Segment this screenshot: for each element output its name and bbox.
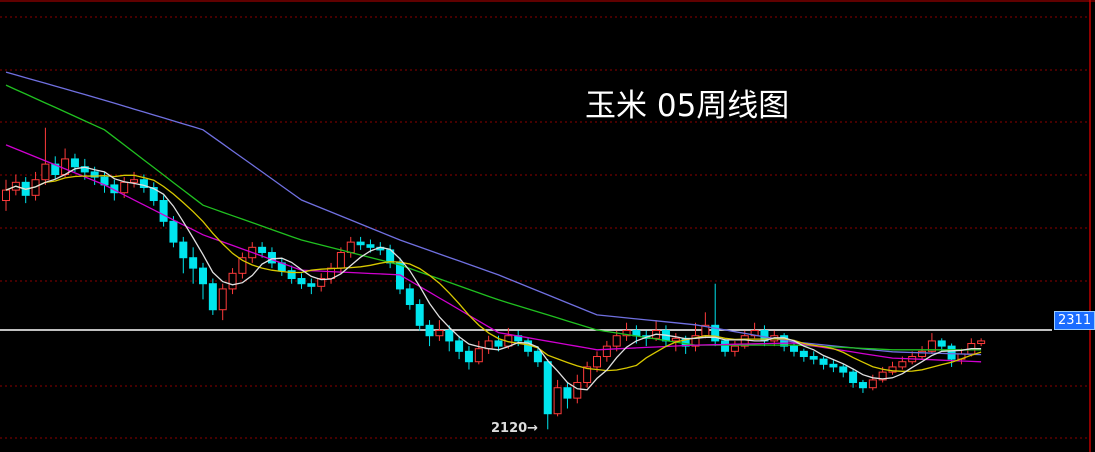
candle-body [189,257,198,269]
candle-body [159,200,168,222]
candle-body [849,371,858,384]
candle-body [671,337,680,342]
candle-body [563,387,572,399]
candle-body [553,387,562,415]
candle-body [740,335,749,347]
candle-body [602,345,611,358]
candle-body [858,382,867,389]
candle-body [898,361,907,368]
candle-body [691,335,700,347]
candle-body [61,158,70,176]
candle-body [356,241,365,246]
candle-body [455,340,464,352]
candle-body [474,348,483,363]
candle-body [839,366,848,373]
candle-body [977,340,986,345]
candle-body [435,330,444,337]
candle-body [464,350,473,363]
candle-body [307,283,316,287]
candle-body [149,187,158,202]
candle-body [366,244,375,248]
ma-blue-line [5,71,982,356]
candle-body [297,278,306,285]
candle-body [721,340,730,352]
candle-body [346,241,355,254]
candle-body [533,350,542,363]
candle-body [947,345,956,360]
candle-body [425,324,434,337]
candle-body [888,366,897,373]
candle-body [819,358,828,365]
ma-green-line [5,84,982,351]
candle-body [405,288,414,306]
ma-magenta-line [5,144,982,363]
candle-body [622,330,631,337]
candle-body [317,278,326,287]
candle-body [593,356,601,368]
candle-body [179,241,188,259]
ma-yellow-line [5,174,982,372]
candle-body [208,283,217,311]
candle-body [730,345,739,352]
candle-body [415,304,424,326]
last-price-label: 2311 [1054,311,1095,330]
candle-body [543,361,552,415]
candle-body [258,246,267,254]
candle-body [267,252,276,264]
candle-body [41,163,50,181]
candle-body [632,330,641,337]
candle-body [327,267,336,280]
candle-body [130,179,139,183]
candle-body [218,288,227,311]
candle-body [799,350,808,358]
candle-body [445,330,454,342]
candle-body [790,345,798,352]
candle-body [2,189,10,202]
candle-body [120,181,129,194]
candle-body [199,267,207,285]
candle-body [927,340,936,352]
candle-body [612,335,621,347]
ma-white-line [5,166,982,391]
candle-body [868,379,877,389]
candle-body [396,262,404,290]
candle-body [918,350,927,358]
candle-body [711,324,720,342]
chart-title: 玉米 05周线图 [585,88,790,124]
candle-body [573,382,582,399]
candle-body [90,171,99,178]
candle-body [809,356,818,360]
candle-body [169,220,178,243]
candle-body [336,252,345,269]
low-price-label: 2120→ [491,421,539,436]
candle-body [238,257,247,274]
candle-body [583,366,592,384]
candle-body [937,340,946,347]
candle-body [494,340,503,347]
candle-body [70,158,79,168]
candle-body [878,371,887,381]
candle-body [51,163,60,176]
candle-body [139,179,148,189]
candle-body [287,270,296,280]
candle-body [228,272,237,290]
candle-body [829,363,838,368]
